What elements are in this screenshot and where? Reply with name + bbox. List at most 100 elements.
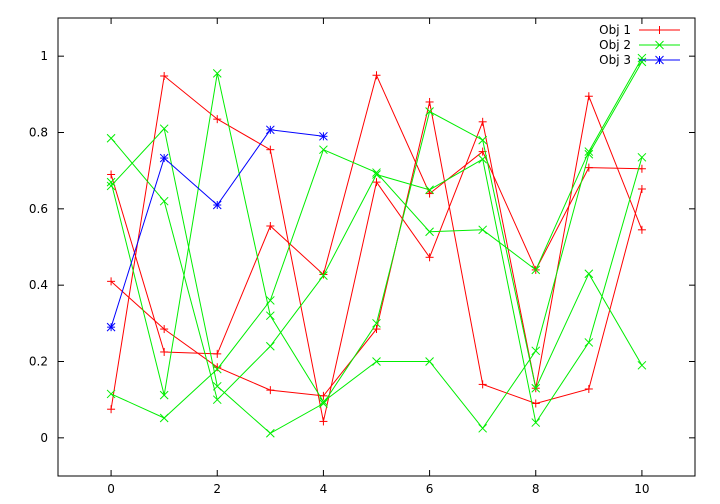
legend-marker: [655, 55, 664, 65]
data-point: [106, 177, 116, 187]
y-axis-ticks: 0 0.2 0.4 0.6 0.8 1: [29, 49, 695, 445]
data-point: [319, 397, 328, 406]
data-point: [212, 200, 222, 210]
data-point: [637, 360, 647, 370]
series-obj-2: [106, 53, 647, 438]
data-point: [584, 338, 594, 347]
data-point: [319, 391, 328, 400]
data-point: [372, 178, 381, 187]
legend-label: Obj 3: [599, 53, 631, 67]
data-point: [107, 405, 116, 414]
data-point: [372, 325, 381, 334]
data-point: [265, 311, 275, 321]
series-layer: [106, 53, 647, 438]
data-point: [637, 164, 646, 173]
data-point: [160, 347, 169, 356]
y-tick-label: 0.4: [29, 278, 48, 292]
data-point: [265, 428, 275, 438]
data-point: [319, 270, 328, 279]
data-point: [319, 271, 328, 280]
data-point: [212, 381, 222, 391]
y-tick-label: 1: [40, 49, 48, 63]
data-point: [531, 399, 540, 408]
series-line: [110, 57, 643, 419]
data-point: [425, 227, 434, 237]
data-point: [107, 170, 116, 179]
data-point: [637, 225, 646, 234]
y-tick-label: 0: [40, 431, 48, 445]
x-tick-label: 0: [107, 482, 115, 496]
data-point: [266, 145, 275, 154]
data-point: [159, 413, 169, 423]
data-point: [212, 395, 222, 405]
data-point: [531, 346, 541, 356]
data-point: [106, 133, 116, 143]
data-point: [637, 184, 646, 193]
legend-marker: [655, 26, 664, 34]
data-point: [212, 68, 222, 78]
data-point: [478, 117, 487, 126]
x-tick-label: 4: [320, 482, 328, 496]
series-obj-3: [106, 125, 328, 332]
data-point: [159, 124, 169, 134]
data-point: [425, 189, 434, 198]
data-point: [265, 341, 275, 351]
series-obj-1: [107, 71, 646, 426]
series-line: [110, 75, 643, 422]
data-point: [106, 181, 116, 191]
x-tick-label: 10: [634, 482, 649, 496]
data-point: [212, 364, 222, 374]
plot-frame: [57, 17, 696, 477]
data-point: [637, 152, 647, 162]
series-line: [110, 129, 324, 328]
data-point: [159, 153, 169, 163]
y-tick-label: 0.2: [29, 355, 48, 369]
legend-label: Obj 1: [599, 23, 631, 37]
data-point: [584, 147, 594, 156]
data-point: [372, 71, 381, 80]
data-point: [319, 145, 328, 155]
data-point: [584, 384, 593, 393]
data-point: [213, 349, 222, 358]
data-point: [425, 253, 434, 262]
data-point: [531, 418, 541, 427]
data-point: [372, 168, 381, 177]
data-point: [265, 125, 275, 135]
data-point: [425, 107, 434, 116]
data-point: [107, 277, 116, 286]
y-tick-label: 0.6: [29, 202, 48, 216]
data-point: [531, 383, 541, 393]
data-point: [266, 222, 275, 231]
data-point: [372, 318, 381, 328]
series-line: [110, 73, 642, 355]
data-point: [160, 325, 169, 334]
data-point: [478, 225, 488, 235]
data-point: [159, 390, 169, 400]
data-point: [425, 185, 434, 195]
data-point: [637, 53, 647, 63]
data-point: [425, 97, 434, 106]
data-point: [478, 135, 488, 145]
x-tick-label: 8: [532, 482, 540, 496]
legend-marker: [655, 40, 664, 50]
x-tick-label: 2: [213, 482, 221, 496]
data-point: [159, 196, 169, 206]
data-point: [106, 389, 116, 399]
data-point: [213, 363, 222, 372]
data-point: [478, 154, 488, 164]
series-line: [110, 110, 643, 434]
data-point: [266, 386, 275, 395]
data-point: [372, 357, 381, 366]
data-point: [531, 265, 541, 275]
data-point: [319, 399, 328, 408]
data-point: [319, 131, 328, 141]
data-point: [584, 92, 593, 101]
data-point: [265, 296, 275, 305]
x-tick-label: 6: [426, 482, 434, 496]
legend-label: Obj 2: [599, 38, 631, 52]
x-axis-ticks: 0 2 4 6 8 10: [107, 18, 650, 496]
data-point: [637, 57, 647, 67]
data-point: [319, 417, 328, 426]
